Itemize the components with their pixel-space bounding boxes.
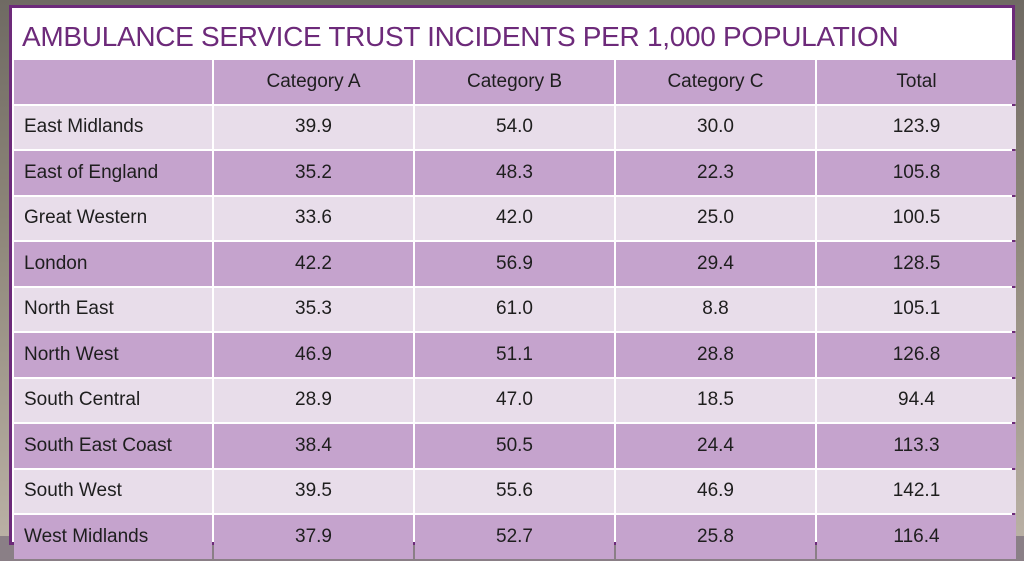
cell-total: 105.8 <box>817 151 1016 195</box>
row-region-label: London <box>14 242 212 286</box>
cell-category-b: 47.0 <box>415 378 614 422</box>
row-region-label: North East <box>14 287 212 331</box>
cell-category-a: 28.9 <box>214 378 413 422</box>
row-region-label: North West <box>14 333 212 377</box>
table-row: West Midlands 37.9 52.7 25.8 116.4 <box>14 515 1016 559</box>
row-region-label: South East Coast <box>14 424 212 468</box>
row-region-label: South Central <box>14 378 212 422</box>
cell-category-b: 54.0 <box>415 105 614 149</box>
cell-category-c: 25.8 <box>616 515 815 559</box>
cell-category-c: 46.9 <box>616 469 815 513</box>
table-row: North West 46.9 51.1 28.8 126.8 <box>14 333 1016 377</box>
table-panel: AMBULANCE SERVICE TRUST INCIDENTS PER 1,… <box>9 5 1016 559</box>
cell-category-b: 50.5 <box>415 424 614 468</box>
table-row: South East Coast 38.4 50.5 24.4 113.3 <box>14 424 1016 468</box>
cell-category-b: 61.0 <box>415 287 614 331</box>
header-category-c: Category C <box>616 60 815 104</box>
cell-category-a: 35.2 <box>214 151 413 195</box>
header-category-b: Category B <box>415 60 614 104</box>
cell-category-a: 37.9 <box>214 515 413 559</box>
cell-category-c: 24.4 <box>616 424 815 468</box>
row-region-label: East of England <box>14 151 212 195</box>
cell-total: 142.1 <box>817 469 1016 513</box>
cell-category-a: 33.6 <box>214 196 413 240</box>
header-corner <box>14 60 212 104</box>
cell-category-a: 39.9 <box>214 105 413 149</box>
cell-category-c: 18.5 <box>616 378 815 422</box>
cell-category-b: 52.7 <box>415 515 614 559</box>
cell-total: 94.4 <box>817 378 1016 422</box>
table-row: East of England 35.2 48.3 22.3 105.8 <box>14 151 1016 195</box>
cell-total: 123.9 <box>817 105 1016 149</box>
cell-category-c: 22.3 <box>616 151 815 195</box>
cell-category-a: 42.2 <box>214 242 413 286</box>
cell-category-a: 46.9 <box>214 333 413 377</box>
cell-category-c: 28.8 <box>616 333 815 377</box>
table-row: South West 39.5 55.6 46.9 142.1 <box>14 469 1016 513</box>
header-category-a: Category A <box>214 60 413 104</box>
table-row: London 42.2 56.9 29.4 128.5 <box>14 242 1016 286</box>
header-row: Category A Category B Category C Total <box>14 60 1016 104</box>
cell-category-b: 51.1 <box>415 333 614 377</box>
row-region-label: Great Western <box>14 196 212 240</box>
cell-category-b: 55.6 <box>415 469 614 513</box>
cell-category-c: 29.4 <box>616 242 815 286</box>
cell-category-a: 38.4 <box>214 424 413 468</box>
cell-category-b: 56.9 <box>415 242 614 286</box>
table-row: East Midlands 39.9 54.0 30.0 123.9 <box>14 105 1016 149</box>
cell-category-c: 25.0 <box>616 196 815 240</box>
cell-total: 126.8 <box>817 333 1016 377</box>
row-region-label: South West <box>14 469 212 513</box>
cell-total: 100.5 <box>817 196 1016 240</box>
row-region-label: East Midlands <box>14 105 212 149</box>
cell-total: 116.4 <box>817 515 1016 559</box>
cell-category-c: 8.8 <box>616 287 815 331</box>
cell-category-c: 30.0 <box>616 105 815 149</box>
cell-category-a: 39.5 <box>214 469 413 513</box>
header-total: Total <box>817 60 1016 104</box>
cell-category-b: 42.0 <box>415 196 614 240</box>
table-row: Great Western 33.6 42.0 25.0 100.5 <box>14 196 1016 240</box>
cell-total: 128.5 <box>817 242 1016 286</box>
cell-category-b: 48.3 <box>415 151 614 195</box>
table-row: South Central 28.9 47.0 18.5 94.4 <box>14 378 1016 422</box>
row-region-label: West Midlands <box>14 515 212 559</box>
cell-total: 105.1 <box>817 287 1016 331</box>
chart-title: AMBULANCE SERVICE TRUST INCIDENTS PER 1,… <box>22 21 899 52</box>
table-row: North East 35.3 61.0 8.8 105.1 <box>14 287 1016 331</box>
cell-total: 113.3 <box>817 424 1016 468</box>
data-table: Category A Category B Category C Total E… <box>12 58 1018 561</box>
cell-category-a: 35.3 <box>214 287 413 331</box>
